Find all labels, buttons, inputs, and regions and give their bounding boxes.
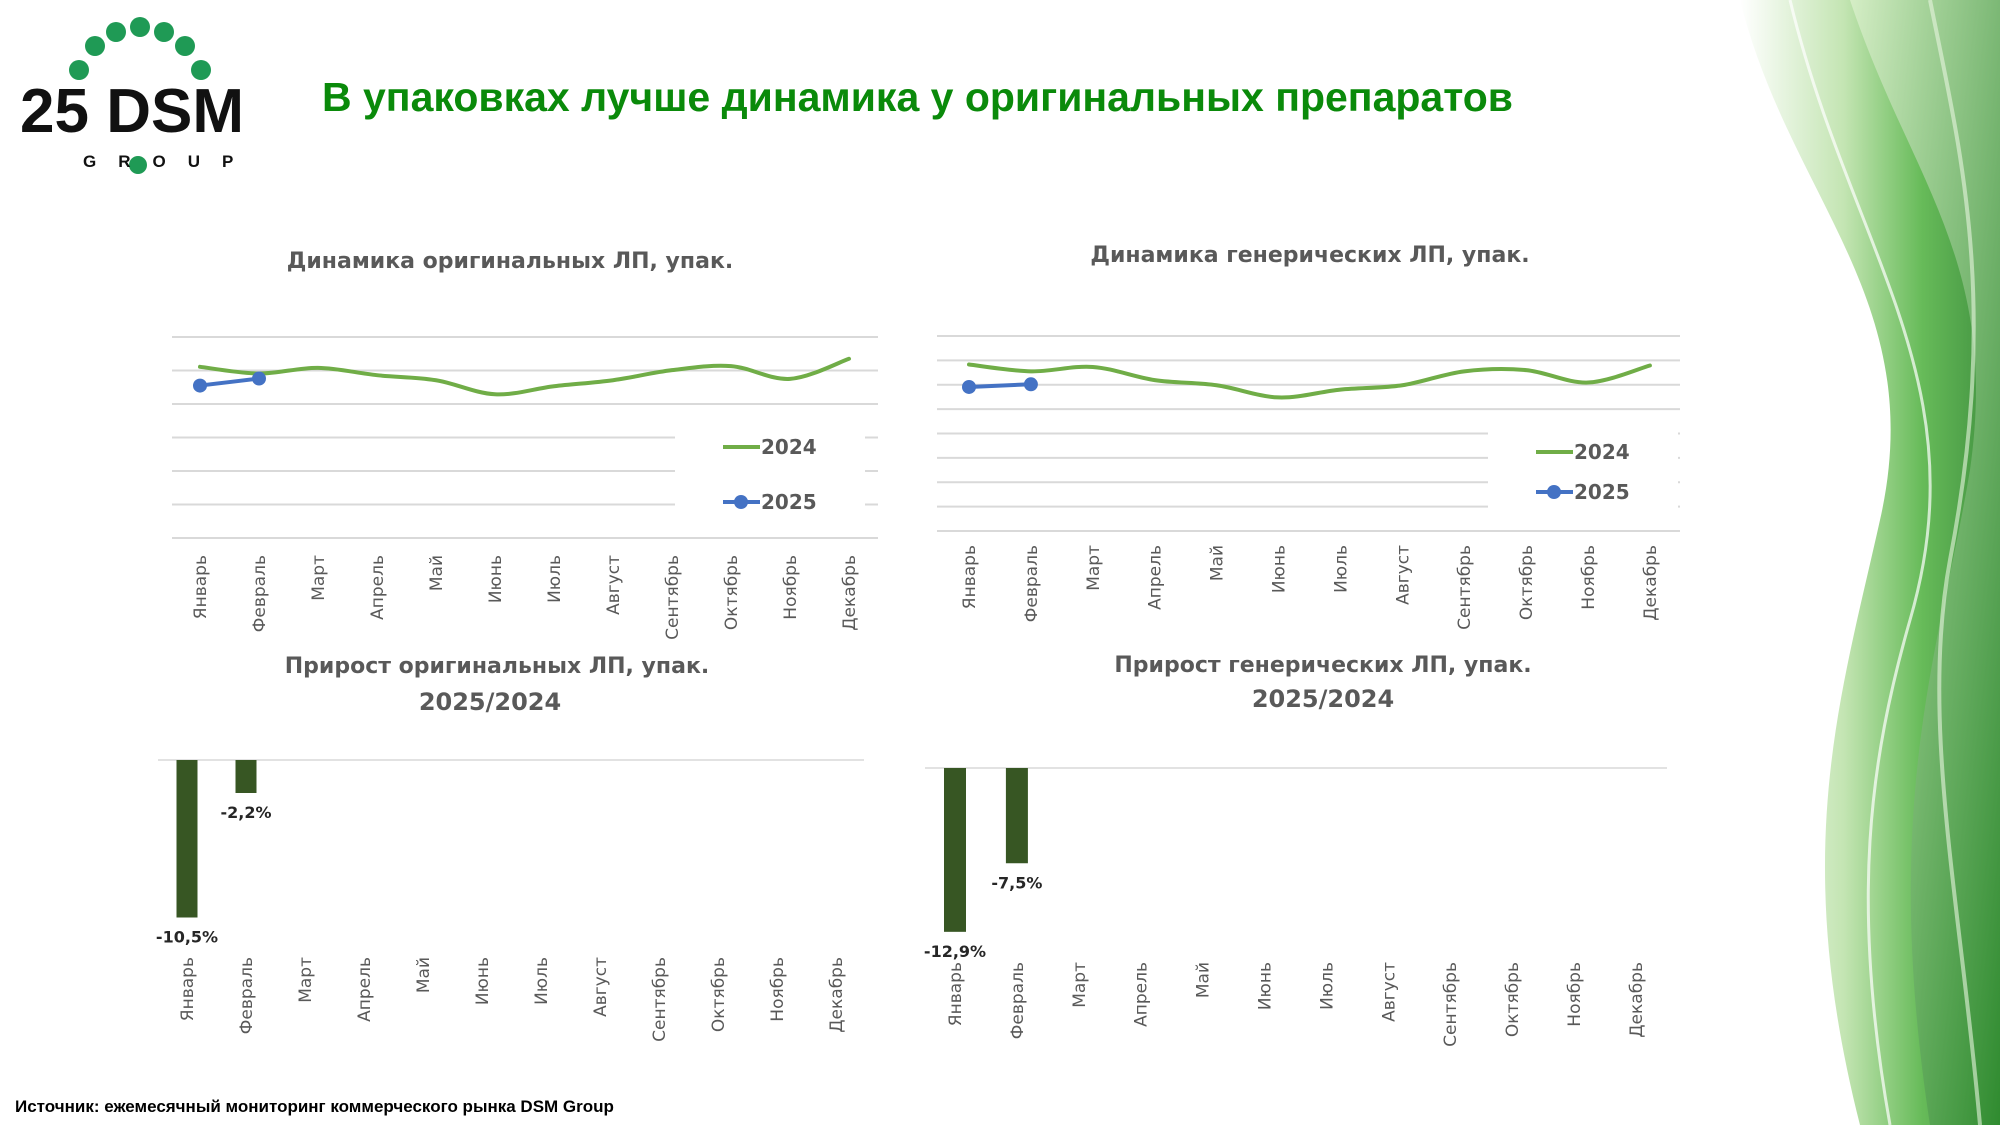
legend-label-2025: 2025 bbox=[761, 490, 817, 514]
x-tick-label: Апрель bbox=[355, 957, 375, 1022]
data-point-2025 bbox=[962, 379, 976, 394]
x-tick-label: Март bbox=[1070, 962, 1090, 1008]
x-tick-label: Ноябрь bbox=[781, 555, 801, 620]
x-tick-label: Январь bbox=[191, 555, 211, 619]
chart-subtitle: 2025/2024 bbox=[419, 688, 561, 716]
legend-marker-2025 bbox=[1547, 485, 1561, 499]
chart-title: Прирост генерических ЛП, упак. bbox=[1114, 653, 1531, 678]
series-line-2025 bbox=[967, 382, 1033, 389]
data-label: -10,5% bbox=[156, 928, 218, 947]
x-tick-label: Июль bbox=[532, 957, 552, 1005]
x-tick-label: Апрель bbox=[1132, 962, 1152, 1027]
x-tick-label: Февраль bbox=[1008, 962, 1028, 1039]
x-tick-label: Ноябрь bbox=[1565, 962, 1585, 1027]
x-tick-label: Июнь bbox=[1256, 962, 1276, 1010]
chart-title: Прирост оригинальных ЛП, упак. bbox=[285, 654, 709, 679]
x-tick-label: Май bbox=[1208, 545, 1228, 581]
x-tick-label: Февраль bbox=[1022, 545, 1042, 622]
green-wave-decoration bbox=[1740, 0, 2000, 1125]
data-point-2025 bbox=[193, 378, 207, 393]
x-tick-label: Январь bbox=[960, 545, 980, 609]
charts-area: Динамика оригинальных ЛП, упак. Январь Фев… bbox=[156, 243, 1680, 1047]
x-tick-label: Июнь bbox=[1270, 545, 1290, 593]
x-tick-label: Сентябрь bbox=[1455, 545, 1475, 630]
bar bbox=[944, 768, 966, 932]
data-point-2025 bbox=[1023, 377, 1038, 392]
legend-label-2024: 2024 bbox=[761, 435, 817, 459]
logo-subtext: GROUP bbox=[83, 152, 255, 171]
x-tick-label: Ноябрь bbox=[1579, 545, 1599, 610]
x-tick-label: Октябрь bbox=[722, 555, 742, 630]
source-note: Источник: ежемесячный мониторинг коммерч… bbox=[15, 1097, 614, 1116]
bar bbox=[235, 760, 257, 793]
dsm-group-logo: 25 DSM GROUP bbox=[20, 17, 255, 174]
x-tick-label: Декабрь bbox=[1627, 962, 1647, 1038]
x-tick-label: Август bbox=[604, 555, 624, 615]
chart-title: Динамика оригинальных ЛП, упак. bbox=[287, 249, 733, 274]
legend-box bbox=[675, 417, 865, 532]
x-tick-label: Декабрь bbox=[840, 555, 860, 631]
logo-text: 25 DSM bbox=[20, 77, 244, 146]
x-tick-label: Август bbox=[591, 957, 611, 1017]
x-tick-label: Декабрь bbox=[827, 957, 847, 1033]
x-tick-label: Июнь bbox=[473, 957, 493, 1005]
series-line-2024 bbox=[967, 362, 1652, 400]
x-tick-label: Ноябрь bbox=[768, 957, 788, 1022]
x-tick-label: Май bbox=[1194, 962, 1214, 998]
legend-box bbox=[1488, 422, 1678, 522]
legend-marker-2025 bbox=[734, 495, 748, 509]
chart-subtitle: 2025/2024 bbox=[1252, 685, 1394, 713]
x-tick-label: Июнь bbox=[486, 555, 506, 603]
x-tick-label: Июль bbox=[545, 555, 565, 603]
x-tick-label: Май bbox=[427, 555, 447, 591]
x-tick-label: Сентябрь bbox=[663, 555, 683, 640]
x-tick-label: Февраль bbox=[237, 957, 257, 1034]
data-point-2025 bbox=[252, 371, 266, 386]
page-title: В упаковках лучше динамика у оригинальны… bbox=[322, 74, 1514, 120]
series-line-2024 bbox=[198, 356, 851, 397]
bar bbox=[1005, 768, 1028, 864]
series-line-2025 bbox=[198, 376, 261, 388]
bar bbox=[176, 760, 198, 918]
x-tick-label: Октябрь bbox=[1503, 962, 1523, 1037]
data-label: -2,2% bbox=[220, 803, 271, 822]
x-tick-label: Июль bbox=[1317, 962, 1337, 1010]
x-tick-label: Апрель bbox=[1146, 545, 1166, 610]
chart-title: Динамика генерических ЛП, упак. bbox=[1090, 243, 1529, 268]
x-tick-label: Сентябрь bbox=[650, 957, 670, 1042]
legend-label-2024: 2024 bbox=[1574, 440, 1630, 464]
x-tick-label: Январь bbox=[178, 957, 198, 1021]
legend-label-2025: 2025 bbox=[1574, 480, 1630, 504]
x-tick-label: Сентябрь bbox=[1441, 962, 1461, 1047]
x-tick-label: Март bbox=[296, 957, 316, 1003]
x-tick-label: Октябрь bbox=[1517, 545, 1537, 620]
x-tick-label: Май bbox=[414, 957, 434, 993]
x-tick-label: Февраль bbox=[250, 555, 270, 632]
x-tick-label: Январь bbox=[946, 962, 966, 1026]
x-tick-label: Июль bbox=[1331, 545, 1351, 593]
x-tick-label: Март bbox=[309, 555, 329, 601]
x-tick-label: Апрель bbox=[368, 555, 388, 620]
x-tick-label: Август bbox=[1393, 545, 1413, 605]
x-tick-label: Март bbox=[1084, 545, 1104, 591]
data-label: -12,9% bbox=[924, 942, 986, 961]
x-tick-label: Август bbox=[1379, 962, 1399, 1022]
data-label: -7,5% bbox=[991, 873, 1042, 892]
x-tick-label: Октябрь bbox=[709, 957, 729, 1032]
x-tick-label: Декабрь bbox=[1641, 545, 1661, 621]
